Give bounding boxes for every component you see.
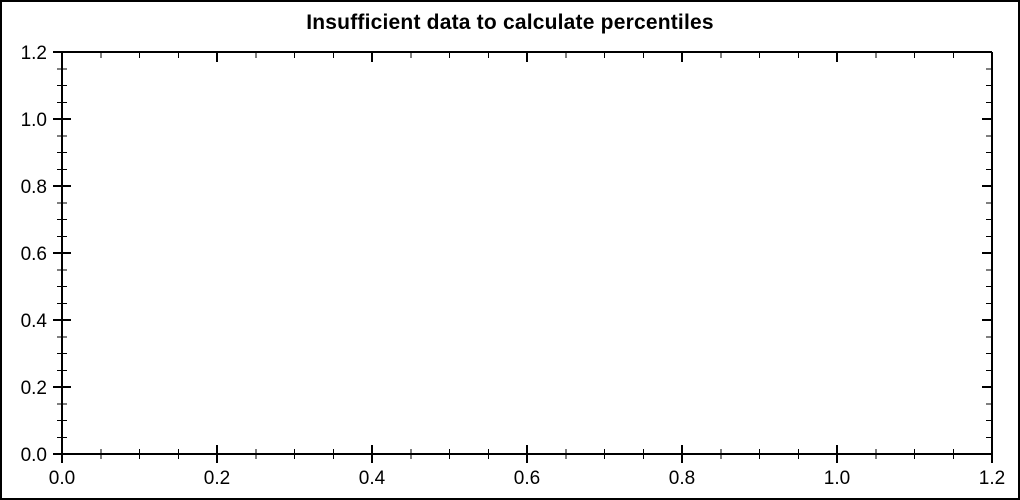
x-tick-label: 0.8	[669, 468, 695, 489]
y-tick-label: 1.0	[21, 110, 47, 131]
y-tick-label: 0.2	[21, 378, 47, 399]
x-tick-label: 0.4	[359, 468, 386, 489]
y-tick-label: 1.2	[21, 43, 47, 64]
x-tick-label: 0.6	[514, 468, 540, 489]
chart-title: Insufficient data to calculate percentil…	[306, 11, 714, 34]
y-tick-label: 0.8	[21, 177, 47, 198]
x-tick-label: 1.2	[979, 468, 1005, 489]
x-tick-label: 0.2	[204, 468, 230, 489]
y-tick-label: 0.4	[21, 311, 48, 332]
x-tick-label: 1.0	[824, 468, 850, 489]
x-tick-label: 0.0	[49, 468, 75, 489]
y-tick-label: 0.6	[21, 244, 47, 265]
y-tick-label: 0.0	[21, 445, 47, 466]
